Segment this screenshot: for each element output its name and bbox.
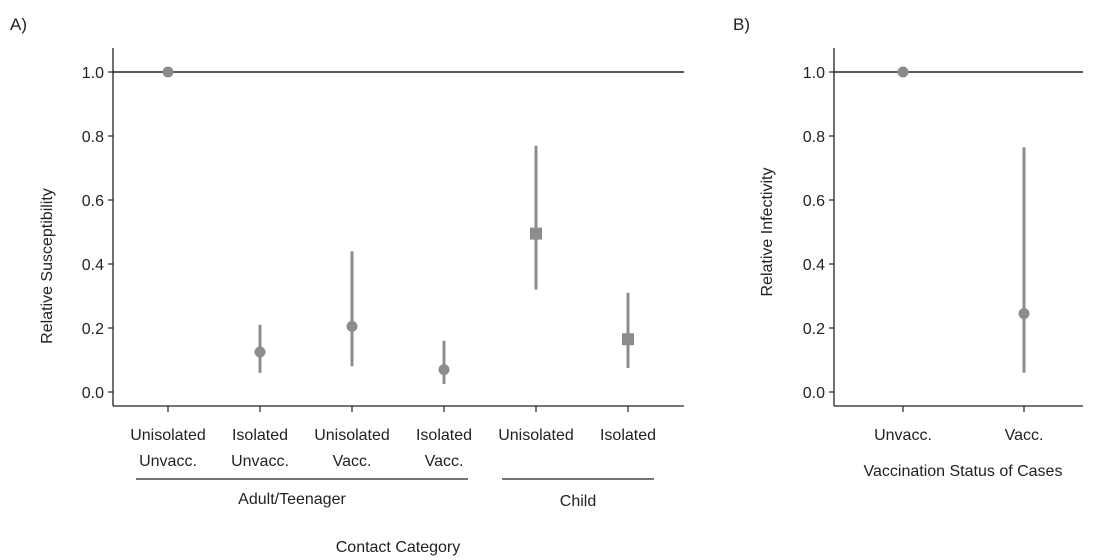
panel-a-point-square	[530, 227, 542, 240]
panel-a-y-tick-label: 0.4	[82, 257, 104, 274]
panel-b-point-circle	[897, 66, 909, 78]
panel-b: B) Relative Infectivity Vaccination Stat…	[733, 15, 1083, 480]
panel-b-y-tick-label: 0.2	[803, 321, 825, 338]
panel-b-x-axis-title: Vaccination Status of Cases	[864, 463, 1063, 480]
panel-b-label: B)	[733, 15, 750, 34]
panel-a: A) Relative Susceptibility Contact Categ…	[10, 15, 684, 556]
panel-a-y-tick-label: 1.0	[82, 65, 104, 82]
panel-a-plot: 0.0 0.2 0.4 0.6 0.8 1.0 Unisolated Unvacc. Isola…	[82, 48, 684, 470]
panel-b-y-tick-label: 0.8	[803, 129, 825, 146]
panel-a-x-tick-label: Unisolated	[314, 427, 390, 444]
panel-a-x-tick-label: Isolated	[600, 427, 656, 444]
panel-a-x-tick-label: Isolated	[232, 427, 288, 444]
panel-b-y-tick-label: 0.6	[803, 193, 825, 210]
panel-a-x-tick-label: Unisolated	[130, 427, 206, 444]
panel-a-y-tick-label: 0.0	[82, 385, 104, 402]
panel-a-y-tick-label: 0.2	[82, 321, 104, 338]
panel-a-point-circle	[162, 66, 174, 78]
panel-a-group-label-child: Child	[560, 493, 596, 510]
panel-a-x-tick-label-line2: Unvacc.	[139, 453, 197, 470]
panel-a-x-axis-title: Contact Category	[336, 539, 461, 556]
panel-b-point-circle	[1018, 308, 1030, 320]
panel-b-x-tick-label: Vacc.	[1005, 427, 1044, 444]
panel-b-y-tick-label: 0.4	[803, 257, 825, 274]
panel-a-y-axis-title: Relative Susceptibility	[39, 188, 56, 344]
panel-a-y-tick-label: 0.8	[82, 129, 104, 146]
panel-a-group-label-adult: Adult/Teenager	[238, 491, 346, 508]
panel-a-point-circle	[438, 364, 450, 376]
panel-b-x-tick-label: Unvacc.	[874, 427, 932, 444]
panel-a-point-square	[622, 333, 634, 346]
panel-b-y-tick-label: 1.0	[803, 65, 825, 82]
panel-a-label: A)	[10, 15, 27, 34]
panel-a-point-circle	[346, 320, 358, 332]
panel-a-x-tick-label-line2: Vacc.	[425, 453, 464, 470]
panel-a-x-tick-label-line2: Vacc.	[333, 453, 372, 470]
panel-a-x-tick-label-line2: Unvacc.	[231, 453, 289, 470]
panel-a-x-tick-label: Unisolated	[498, 427, 574, 444]
panel-a-y-tick-label: 0.6	[82, 193, 104, 210]
panel-b-y-tick-label: 0.0	[803, 385, 825, 402]
panel-a-x-tick-label: Isolated	[416, 427, 472, 444]
panel-b-y-axis-title: Relative Infectivity	[759, 168, 776, 297]
panel-b-plot: 0.0 0.2 0.4 0.6 0.8 1.0 Unvacc. Vacc.	[803, 48, 1083, 444]
panel-a-point-circle	[254, 346, 266, 358]
